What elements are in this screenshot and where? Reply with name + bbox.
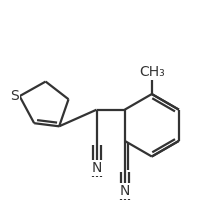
Text: N: N [120, 184, 130, 198]
Text: N: N [91, 161, 102, 175]
Text: S: S [10, 89, 18, 103]
Text: CH₃: CH₃ [139, 65, 165, 79]
